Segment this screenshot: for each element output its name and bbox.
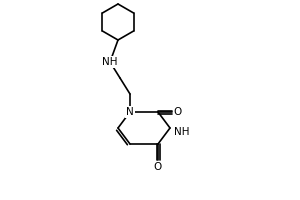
- Text: N: N: [126, 107, 134, 117]
- Text: O: O: [174, 107, 182, 117]
- Text: NH: NH: [174, 127, 190, 137]
- Text: NH: NH: [102, 57, 118, 67]
- Text: O: O: [154, 162, 162, 172]
